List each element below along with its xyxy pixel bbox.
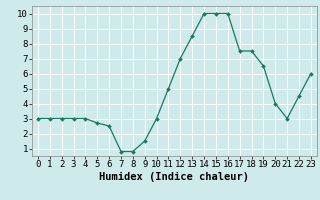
X-axis label: Humidex (Indice chaleur): Humidex (Indice chaleur): [100, 172, 249, 182]
